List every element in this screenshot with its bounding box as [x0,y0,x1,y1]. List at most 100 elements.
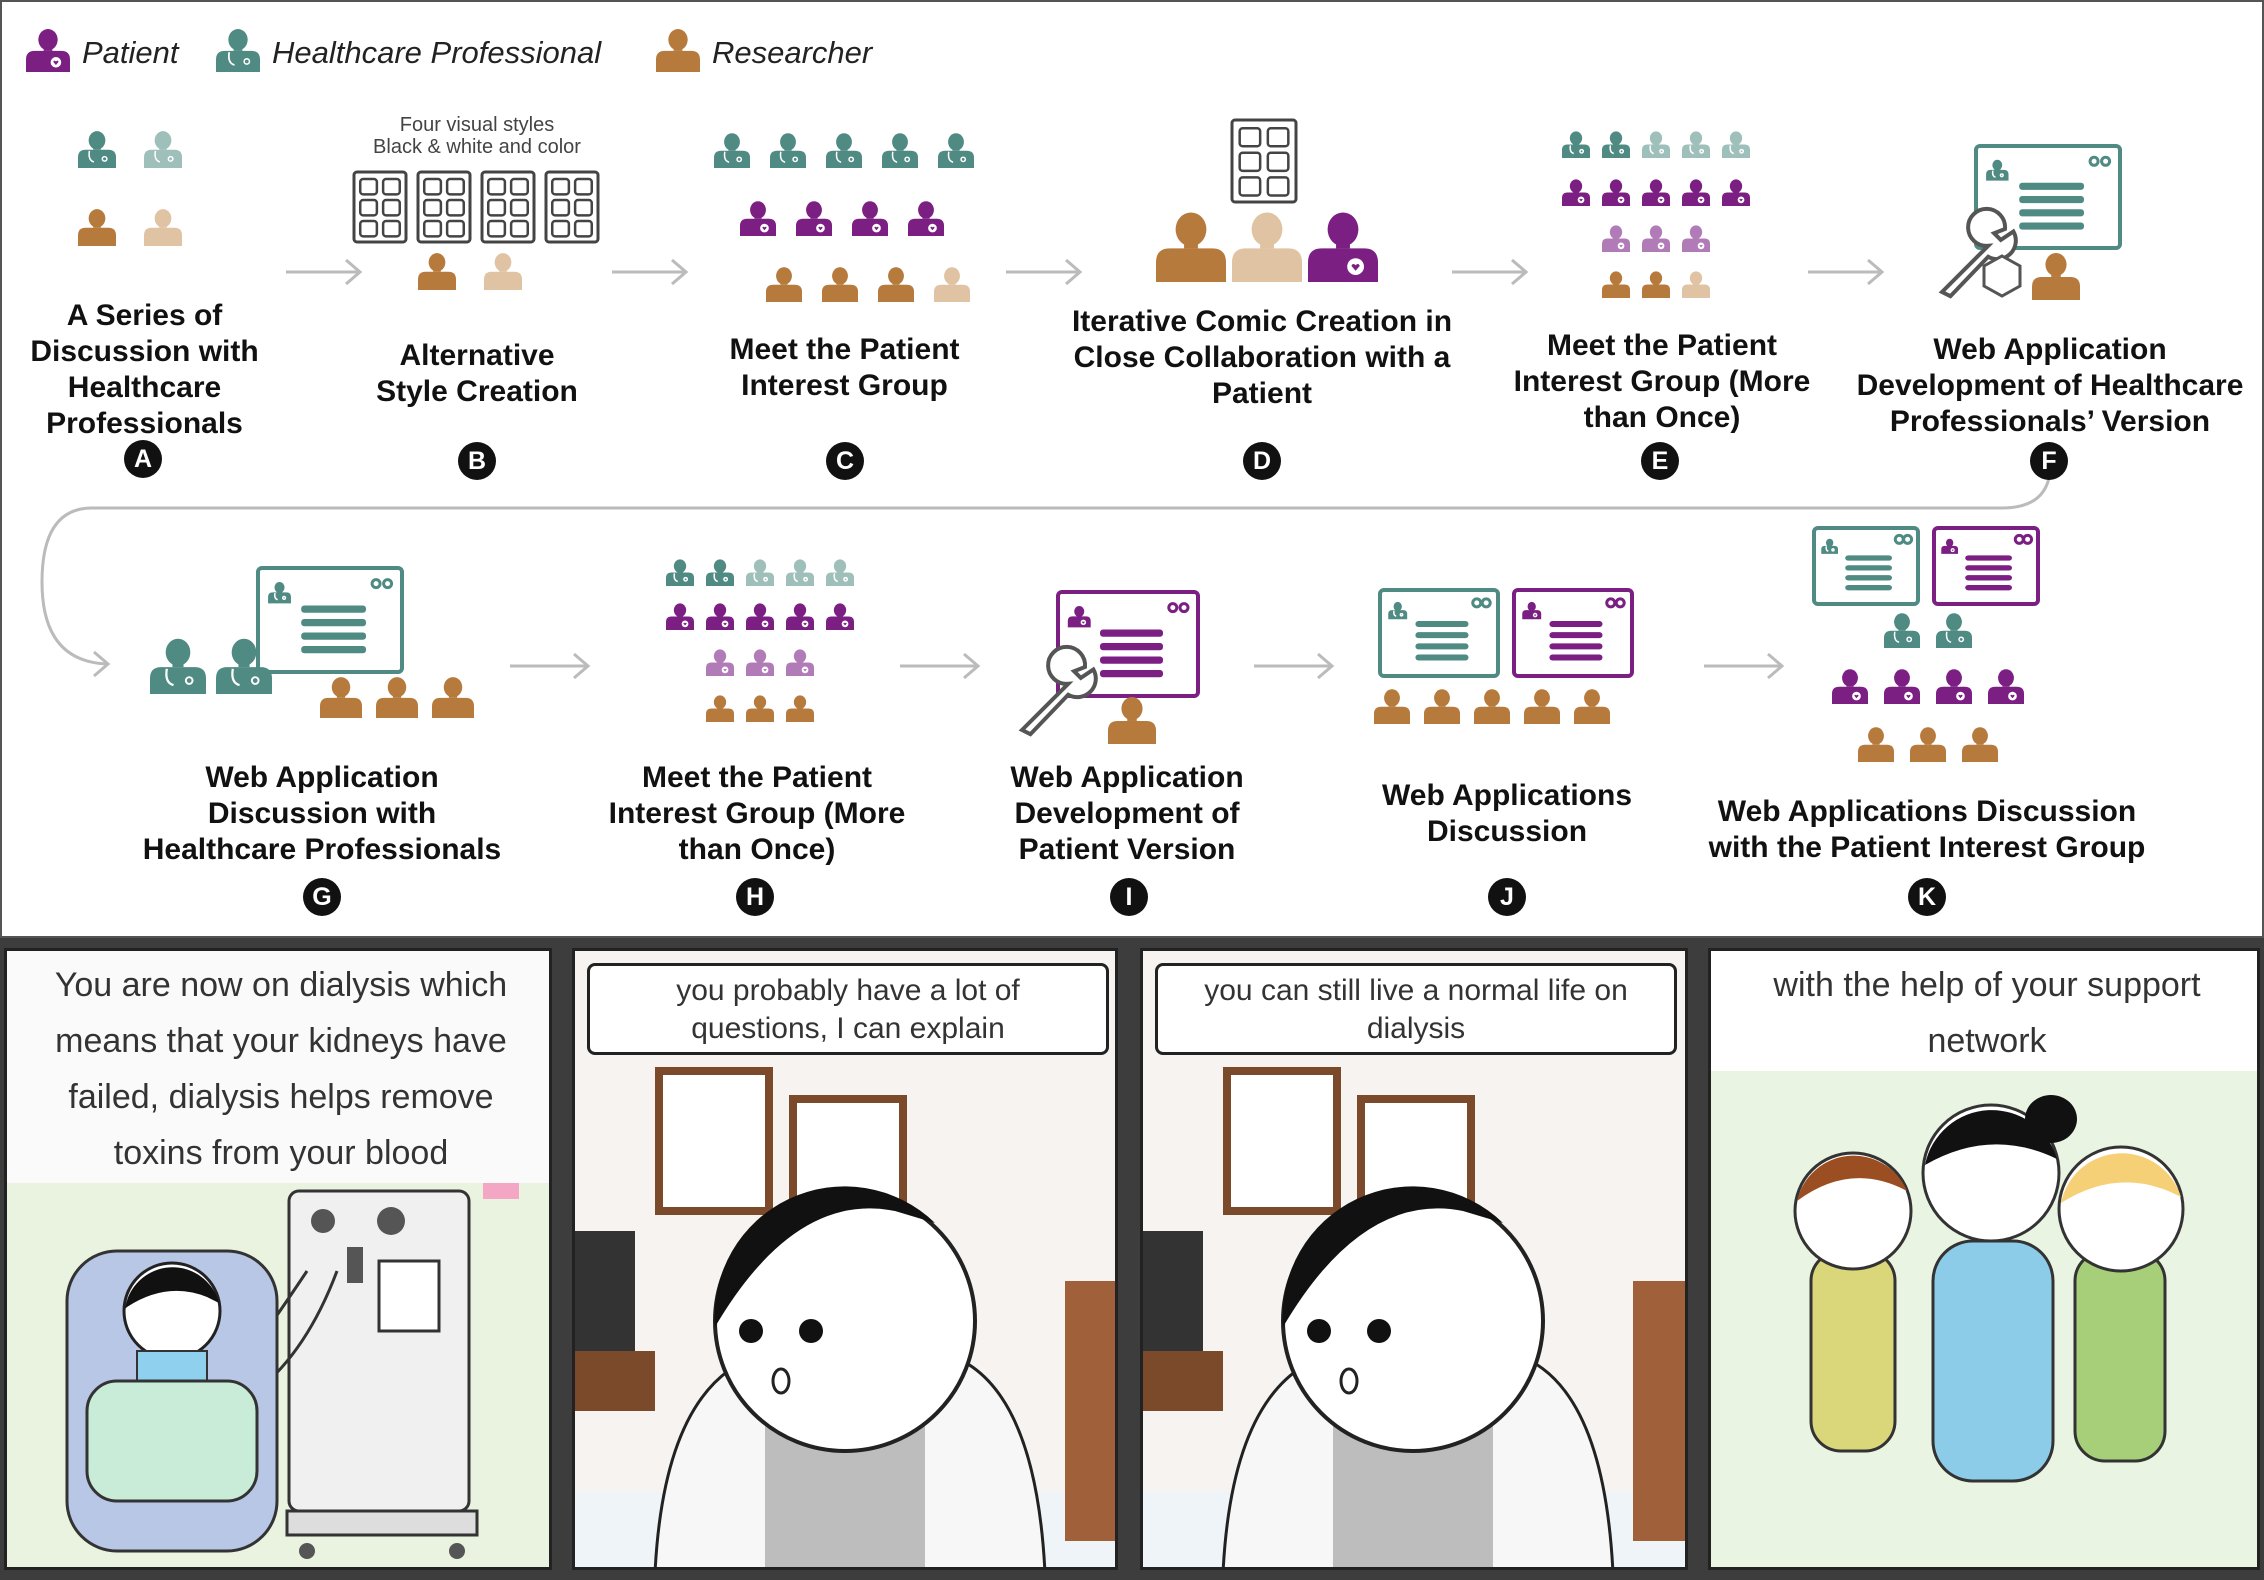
javascript-hexagon-icon [1982,254,2022,298]
legend-researcher: Researcher [654,24,872,82]
researcher-icon [320,677,362,718]
researcher-icon [786,695,814,722]
step-b-note: Four visual styles Black & white and col… [373,114,581,158]
patient-icon [786,649,814,676]
step-c-badge: C [826,442,864,480]
researcher-icon [1524,689,1560,724]
patient-icon [1602,225,1630,252]
patient-icon [1941,538,1958,554]
comic-panel-3: you can still live a normal life on dial… [1140,948,1688,1570]
healthcare-professional-icon [1602,131,1630,158]
panel-2-speech-bubble: you probably have a lot of questions, I … [587,963,1109,1055]
patient-icon [796,201,832,236]
row-connector [40,477,2051,678]
researcher-icon [1374,689,1410,724]
healthcare-professional-icon [826,559,854,586]
patient-icon [26,29,70,72]
legend-professional: Healthcare Professional [214,24,601,82]
healthcare-professional-icon [78,131,116,168]
legend-patient-label: Patient [82,35,179,70]
researcher-icon [706,695,734,722]
researcher-icon [1574,689,1610,724]
healthcare-professional-icon [786,559,814,586]
researcher-icon [1962,727,1998,762]
flow-arrow [1452,258,1529,286]
patient-icon [746,603,774,630]
panel-1-caption: You are now on dialysis which means that… [54,966,508,1172]
step-f-label: Web Application Development of Healthcar… [1856,333,2244,438]
healthcare-professional-icon [216,638,272,694]
step-a-label: A Series of Discussion with Healthcare P… [30,299,259,440]
researcher-icon [418,253,456,290]
flow-arrow [612,258,689,286]
healthcare-professional-icon [938,133,974,168]
researcher-icon [1232,212,1302,282]
researcher-icon [1682,271,1710,298]
patient-icon [1832,669,1868,704]
flow-arrow [900,652,981,680]
step-i-badge: I [1110,878,1148,916]
step-d-badge: D [1243,442,1281,480]
researcher-icon [1602,271,1630,298]
web-app-window-icon [1512,588,1634,678]
step-b-badge: B [458,442,496,480]
researcher-icon [376,677,418,718]
healthcare-professional-icon [216,29,260,72]
patient-icon [1522,601,1542,620]
researcher-icon [1108,696,1156,744]
patient-icon [1602,179,1630,206]
researcher-icon [766,267,802,302]
patient-icon [1988,669,2024,704]
researcher-icon [878,267,914,302]
healthcare-professional-icon [1884,613,1920,648]
step-i-label: Web Application Development of Patient V… [1010,761,1244,866]
patient-icon [786,603,814,630]
step-e-badge: E [1641,442,1679,480]
healthcare-professional-icon [216,29,260,72]
researcher-icon [1642,271,1670,298]
researcher-icon [484,253,522,290]
web-app-window-icon [1974,144,2122,250]
step-j-badge: J [1488,878,1526,916]
comic-layout-icon [416,170,472,244]
healthcare-professional-icon [706,559,734,586]
patient-icon [1722,179,1750,206]
healthcare-professional-icon [144,131,182,168]
healthcare-professional-icon [1936,613,1972,648]
comic-layout-icon [352,170,408,244]
step-f-badge: F [2030,442,2068,480]
patient-icon [908,201,944,236]
support-network-illustration [1711,1071,2257,1567]
flow-arrow [1704,652,1785,680]
comic-layout-icon [480,170,536,244]
healthcare-professional-icon [826,133,862,168]
patient-icon [852,201,888,236]
patient-icon [1308,212,1378,282]
healthcare-professional-icon [1986,159,2009,181]
patient-icon [1562,179,1590,206]
step-g-label: Web Application Discussion with Healthca… [142,761,502,866]
step-h-badge: H [736,878,774,916]
patient-icon [1067,605,1091,628]
flow-arrow [510,652,591,680]
researcher-icon [144,209,182,246]
patient-icon [826,603,854,630]
step-e-label: Meet the Patient Interest Group (More th… [1513,329,1811,434]
patient-icon [706,649,734,676]
flow-arrow [1808,258,1885,286]
flow-arrow [1006,258,1083,286]
patient-icon [1884,669,1920,704]
healthcare-professional-icon [1682,131,1710,158]
step-b-label: Alternative Style Creation [376,339,578,408]
panel-3-speech-bubble: you can still live a normal life on dial… [1155,963,1677,1055]
comic-panel-2: you probably have a lot of questions, I … [572,948,1118,1570]
flow-arrow [1254,652,1335,680]
step-a-badge: A [124,440,162,478]
healthcare-professional-icon [268,581,291,604]
diagram-artwork [40,118,2122,762]
patient-icon [740,201,776,236]
patient-icon [1936,669,1972,704]
flow-arrow [286,258,363,286]
web-app-window-icon [1812,526,1920,606]
comic-strip: You are now on dialysis which means that… [0,938,2264,1580]
